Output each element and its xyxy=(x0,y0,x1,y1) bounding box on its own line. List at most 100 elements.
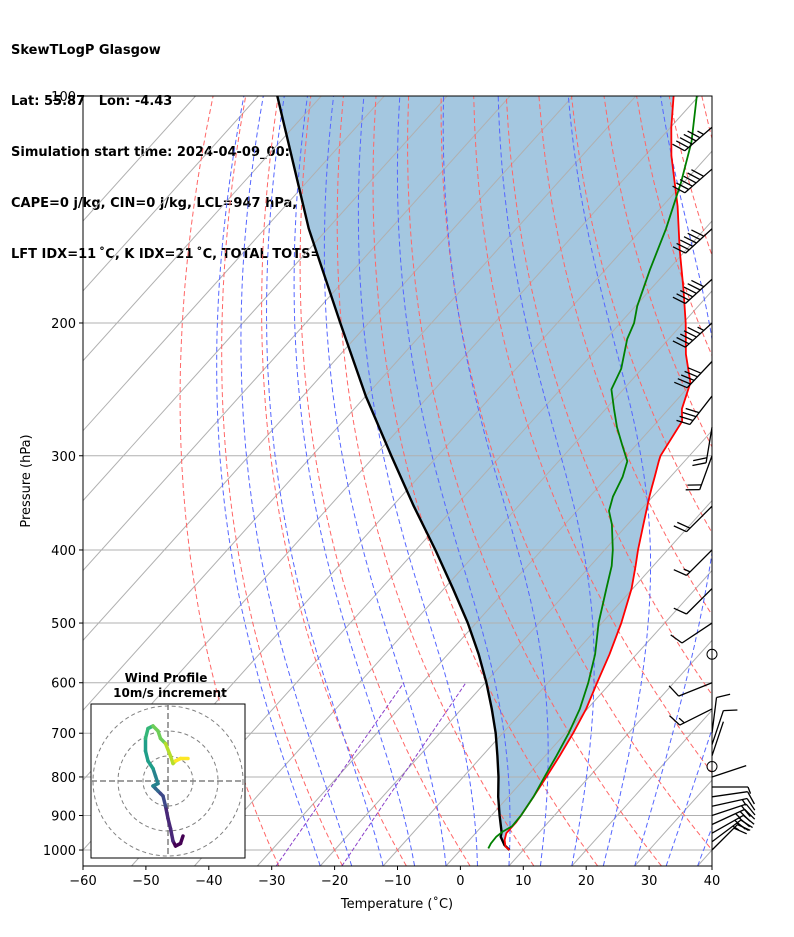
barb-flag xyxy=(734,819,746,830)
barb-flag xyxy=(735,813,742,819)
barb-flag xyxy=(683,286,697,294)
barb-staff xyxy=(681,622,713,644)
barb-flag xyxy=(687,232,701,241)
barb-flag xyxy=(680,289,694,298)
y-tick-label: 800 xyxy=(51,771,76,786)
barb-flag xyxy=(679,415,694,422)
x-tick-label: 0 xyxy=(456,874,464,889)
barb-flag xyxy=(676,419,691,426)
barb-flag xyxy=(691,279,705,288)
dewpoint-line xyxy=(487,96,698,849)
wind-barb xyxy=(673,505,713,533)
x-tick-label: 30 xyxy=(641,874,658,889)
barb-staff xyxy=(711,819,742,843)
barb-flag xyxy=(679,179,693,187)
wind-barb xyxy=(668,682,713,697)
barb-flag xyxy=(676,293,690,301)
wind-barb xyxy=(672,278,713,305)
moist-adiabat xyxy=(567,96,652,866)
barb-staff xyxy=(711,797,748,807)
barb-flag xyxy=(691,229,705,237)
barb-flag xyxy=(672,340,686,348)
x-tick-label: −30 xyxy=(258,874,285,889)
dry-adiabat xyxy=(668,96,712,257)
barb-flag xyxy=(682,411,697,418)
barb-flag xyxy=(672,143,686,152)
wind-barb xyxy=(672,228,713,254)
barb-flag xyxy=(685,407,700,414)
barb-staff xyxy=(711,824,738,851)
barb-flag xyxy=(673,569,687,576)
isotherm-line xyxy=(445,569,712,866)
hodograph-segment xyxy=(163,804,170,821)
wind-barb xyxy=(711,693,731,734)
x-tick-label: −40 xyxy=(195,874,222,889)
isotherm-line xyxy=(83,96,385,432)
barb-flag xyxy=(683,568,691,573)
x-axis-label: Temperature (˚C) xyxy=(340,896,453,912)
barb-flag xyxy=(676,242,690,251)
dry-adiabat xyxy=(261,96,407,866)
barb-flag xyxy=(677,521,691,529)
barb-flag xyxy=(669,715,681,726)
barb-staff xyxy=(711,803,747,817)
x-tick-label: −10 xyxy=(384,874,411,889)
wind-barb xyxy=(711,791,755,805)
barb-flag xyxy=(683,133,697,142)
barb-flag xyxy=(693,457,708,462)
wind-barb xyxy=(672,322,713,348)
barb-flag xyxy=(687,130,701,139)
moist-adiabat xyxy=(293,96,416,866)
hodograph-segment xyxy=(163,741,173,758)
barb-staff xyxy=(686,588,713,615)
barb-flag xyxy=(672,246,686,254)
wind-barb xyxy=(670,622,713,644)
isotherm-line xyxy=(83,96,574,642)
dry-adiabat xyxy=(571,96,712,534)
dry-adiabat xyxy=(407,96,662,866)
dry-adiabat xyxy=(221,96,344,866)
barb-flag xyxy=(691,169,705,177)
wind-barb xyxy=(711,797,756,811)
barb-flag xyxy=(683,330,697,338)
y-tick-label: 100 xyxy=(51,90,76,105)
barb-flag xyxy=(692,462,707,467)
wind-barb xyxy=(706,761,718,773)
wind-barb xyxy=(711,709,738,745)
barb-flag xyxy=(677,378,691,385)
barb-flag xyxy=(684,370,698,378)
barb-flag xyxy=(687,283,701,291)
dry-adiabat xyxy=(299,96,471,866)
barb-flag xyxy=(673,525,687,533)
parcel-profile-line xyxy=(276,96,511,851)
wind-barb xyxy=(706,648,718,660)
hodograph-subtitle: 10m/s increment xyxy=(113,686,227,700)
moist-adiabat xyxy=(357,96,478,866)
barb-staff xyxy=(711,710,725,745)
barb-flag xyxy=(672,296,686,305)
isotherm-line xyxy=(508,639,712,866)
barb-flag xyxy=(697,130,705,135)
wind-barb xyxy=(672,126,713,152)
barb-flag xyxy=(745,803,756,816)
barb-staff xyxy=(711,814,744,834)
dry-adiabat xyxy=(179,96,280,866)
moist-adiabat xyxy=(497,96,595,866)
moist-adiabat xyxy=(323,96,447,866)
barb-flag xyxy=(747,791,755,805)
calm-marker xyxy=(706,648,718,660)
wind-barb xyxy=(672,168,713,194)
mixing-ratio-line xyxy=(275,682,405,866)
parcel-area-shading xyxy=(277,96,691,850)
barb-staff xyxy=(685,228,713,254)
isotherm-line xyxy=(83,96,637,711)
wind-barb xyxy=(711,764,747,778)
barb-flag xyxy=(670,634,683,644)
x-tick-label: −20 xyxy=(321,874,348,889)
barb-flag xyxy=(680,333,694,342)
x-tick-label: 10 xyxy=(515,874,532,889)
wind-barb xyxy=(673,549,713,576)
barb-staff xyxy=(684,168,713,194)
barb-flag xyxy=(674,381,688,389)
